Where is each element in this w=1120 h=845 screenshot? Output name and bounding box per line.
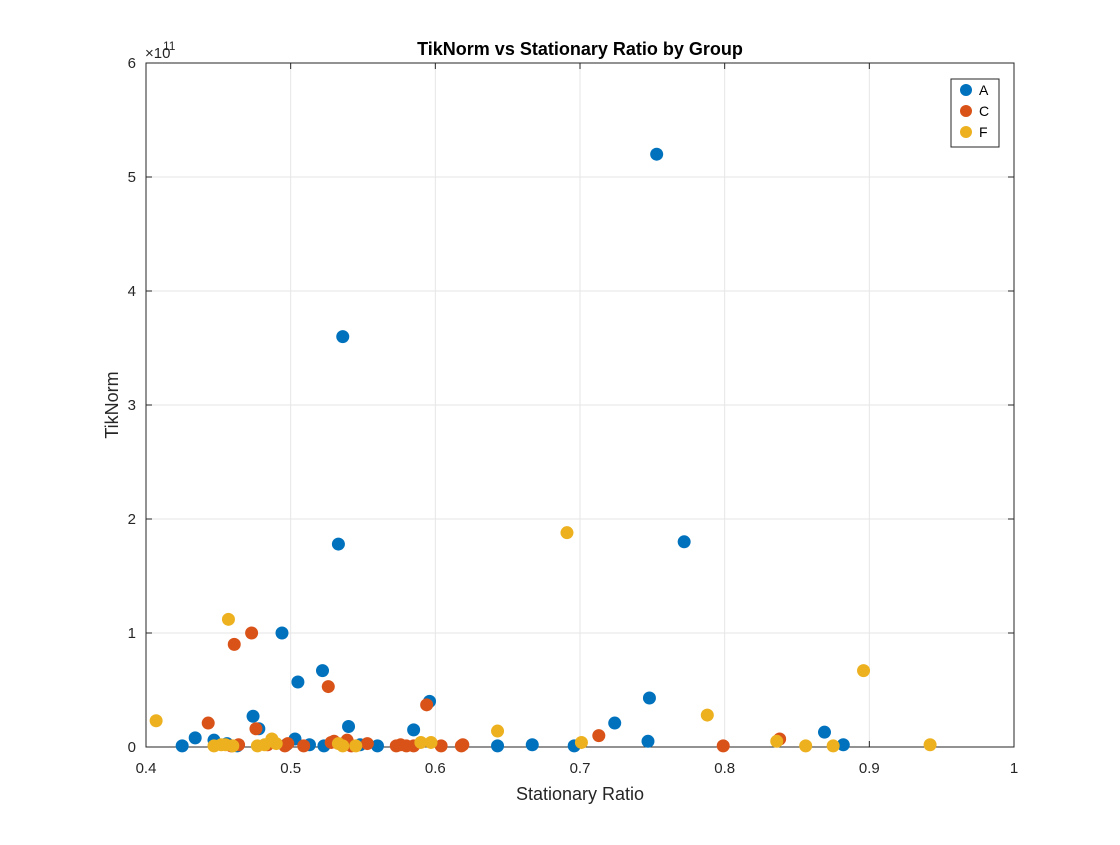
- data-point-F: [349, 739, 363, 753]
- data-point-C: [245, 626, 259, 640]
- y-tick-label: 5: [128, 169, 136, 186]
- y-exponent-base: ×10: [145, 45, 170, 62]
- data-point-A: [641, 734, 655, 748]
- data-point-F: [336, 739, 350, 753]
- legend: ACF: [950, 78, 1000, 148]
- data-point-A: [491, 739, 505, 753]
- legend-box: [950, 78, 1000, 148]
- data-point-C: [360, 737, 374, 751]
- data-points: [149, 147, 937, 753]
- data-point-F: [560, 526, 574, 540]
- data-point-F: [857, 664, 871, 678]
- data-point-C: [249, 722, 263, 736]
- data-point-F: [149, 714, 163, 728]
- data-point-F: [574, 735, 588, 749]
- y-tick-label: 1: [128, 625, 136, 642]
- series-C: [201, 626, 787, 753]
- data-point-A: [188, 731, 202, 745]
- y-tick-label: 0: [128, 739, 136, 756]
- legend-label-F: F: [979, 124, 988, 140]
- data-point-A: [175, 739, 189, 753]
- y-tick-label: 3: [128, 397, 136, 414]
- data-point-A: [275, 626, 289, 640]
- legend-label-A: A: [979, 82, 989, 98]
- x-tick-label: 0.8: [714, 760, 735, 777]
- series-F: [149, 526, 937, 753]
- data-point-F: [826, 739, 840, 753]
- data-point-C: [456, 738, 470, 752]
- x-tick-label: 0.7: [570, 760, 591, 777]
- data-point-A: [331, 537, 345, 551]
- chart-title: TikNorm vs Stationary Ratio by Group: [417, 39, 743, 59]
- data-point-A: [525, 738, 539, 752]
- data-point-F: [269, 737, 283, 751]
- data-point-A: [370, 739, 384, 753]
- data-point-F: [700, 708, 714, 722]
- data-point-A: [836, 738, 850, 752]
- data-point-C: [592, 729, 606, 743]
- data-point-C: [201, 716, 215, 730]
- data-point-F: [770, 734, 784, 748]
- data-point-C: [227, 637, 241, 651]
- x-tick-label: 0.9: [859, 760, 880, 777]
- x-tick-label: 0.4: [136, 760, 157, 777]
- legend-marker-C: [960, 105, 972, 117]
- data-point-C: [321, 680, 335, 694]
- y-axis-label: TikNorm: [102, 371, 122, 438]
- y-exponent-power: 11: [163, 39, 176, 53]
- legend-label-C: C: [979, 103, 989, 119]
- legend-marker-A: [960, 84, 972, 96]
- data-point-F: [414, 735, 428, 749]
- y-axis-exponent: ×10 11: [145, 39, 176, 62]
- data-point-F: [799, 739, 813, 753]
- data-point-F: [424, 735, 438, 749]
- data-point-A: [650, 147, 664, 161]
- data-point-A: [608, 716, 622, 730]
- data-point-A: [291, 675, 305, 689]
- x-tick-label: 1: [1010, 760, 1018, 777]
- x-tick-label: 0.5: [280, 760, 301, 777]
- data-point-F: [221, 612, 235, 626]
- x-tick-label: 0.6: [425, 760, 446, 777]
- data-point-A: [817, 725, 831, 739]
- data-point-A: [315, 664, 329, 678]
- x-axis-label: Stationary Ratio: [516, 784, 644, 804]
- legend-marker-F: [960, 126, 972, 138]
- data-point-C: [420, 698, 434, 712]
- data-point-F: [923, 738, 937, 752]
- y-tick-label: 2: [128, 511, 136, 528]
- data-point-A: [342, 719, 356, 733]
- data-point-C: [434, 739, 448, 753]
- data-point-C: [716, 739, 730, 753]
- data-point-C: [297, 739, 311, 753]
- data-point-A: [246, 709, 260, 723]
- y-tick-label: 6: [128, 55, 136, 72]
- data-point-A: [336, 330, 350, 344]
- data-point-F: [226, 739, 240, 753]
- data-point-A: [642, 691, 656, 705]
- data-point-F: [491, 724, 505, 738]
- data-point-C: [281, 737, 295, 751]
- data-point-A: [677, 535, 691, 549]
- data-point-A: [407, 723, 421, 737]
- y-tick-label: 4: [128, 283, 136, 300]
